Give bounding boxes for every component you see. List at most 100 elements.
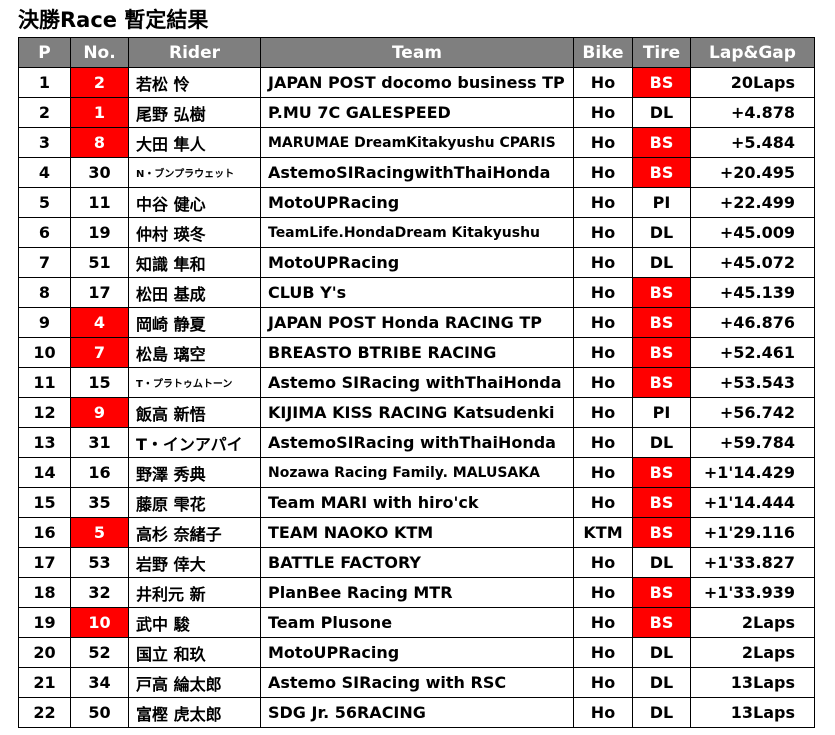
table-row: 8 17 松田 基成 CLUB Y's Ho BS +45.139: [18, 277, 815, 308]
table-row: 14 16 野澤 秀典 Nozawa Racing Family. MALUSAKA H…: [18, 457, 815, 488]
rider-cell: 富樫 虎太郎: [128, 697, 261, 728]
rider-cell: 国立 和玖: [128, 637, 261, 668]
number-cell: 53: [70, 547, 129, 578]
team-cell: TEAM NAOKO KTM: [260, 517, 574, 548]
position-cell: 22: [18, 697, 71, 728]
gap-cell: +22.499: [690, 187, 815, 218]
tire-cell: PI: [632, 397, 691, 428]
tire-cell: BS: [632, 67, 691, 98]
number-cell: 2: [70, 67, 129, 98]
rider-cell: 岩野 倖大: [128, 547, 261, 578]
tire-cell: BS: [632, 157, 691, 188]
position-cell: 7: [18, 247, 71, 278]
gap-cell: 2Laps: [690, 607, 815, 638]
position-cell: 18: [18, 577, 71, 608]
table-row: 21 34 戸高 綸太郎 Astemo SIRacing with RSC Ho DL 13…: [18, 667, 815, 698]
rider-cell: 松島 璃空: [128, 337, 261, 368]
bike-cell: Ho: [573, 487, 633, 518]
rider-cell: 武中 駿: [128, 607, 261, 638]
bike-cell: Ho: [573, 187, 633, 218]
team-cell: Astemo SIRacing with RSC: [260, 667, 574, 698]
gap-cell: +45.072: [690, 247, 815, 278]
position-cell: 2: [18, 97, 71, 128]
number-cell: 34: [70, 667, 129, 698]
team-cell: BREASTO BTRIBE RACING: [260, 337, 574, 368]
bike-cell: Ho: [573, 307, 633, 338]
table-row: 22 50 富樫 虎太郎 SDG Jr. 56RACING Ho DL 13Laps: [18, 697, 815, 728]
tire-cell: DL: [632, 427, 691, 458]
number-cell: 32: [70, 577, 129, 608]
bike-cell: Ho: [573, 97, 633, 128]
number-cell: 30: [70, 157, 129, 188]
page-title: 決勝Race 暫定結果: [18, 8, 209, 32]
tire-cell: DL: [632, 217, 691, 248]
position-cell: 6: [18, 217, 71, 248]
position-cell: 12: [18, 397, 71, 428]
table-row: 12 9 飯高 新悟 KIJIMA KISS RACING Katsudenki Ho P…: [18, 397, 815, 428]
tire-cell: BS: [632, 127, 691, 158]
team-cell: SDG Jr. 56RACING: [260, 697, 574, 728]
table-row: 1 2 若松 怜 JAPAN POST docomo business TP Ho BS 2…: [18, 67, 815, 98]
team-cell: KIJIMA KISS RACING Katsudenki: [260, 397, 574, 428]
number-cell: 11: [70, 187, 129, 218]
gap-cell: +52.461: [690, 337, 815, 368]
column-header-team: Team: [260, 37, 574, 68]
position-cell: 16: [18, 517, 71, 548]
number-cell: 4: [70, 307, 129, 338]
tire-cell: DL: [632, 667, 691, 698]
tire-cell: DL: [632, 547, 691, 578]
bike-cell: Ho: [573, 277, 633, 308]
bike-cell: Ho: [573, 157, 633, 188]
team-cell: MotoUPRacing: [260, 637, 574, 668]
rider-cell: 中谷 健心: [128, 187, 261, 218]
gap-cell: +1'14.429: [690, 457, 815, 488]
bike-cell: Ho: [573, 217, 633, 248]
results-body: 1 2 若松 怜 JAPAN POST docomo business TP Ho BS 2…: [18, 67, 815, 728]
bike-cell: Ho: [573, 67, 633, 98]
team-cell: BATTLE FACTORY: [260, 547, 574, 578]
team-cell: MARUMAE DreamKitakyushu CPARIS: [260, 127, 574, 158]
number-cell: 15: [70, 367, 129, 398]
table-row: 10 7 松島 璃空 BREASTO BTRIBE RACING Ho BS +52.461: [18, 337, 815, 368]
bike-cell: Ho: [573, 427, 633, 458]
table-row: 9 4 岡崎 静夏 JAPAN POST Honda RACING TP Ho BS +46…: [18, 307, 815, 338]
bike-cell: Ho: [573, 247, 633, 278]
team-cell: MotoUPRacing: [260, 187, 574, 218]
table-row: 16 5 高杉 奈緒子 TEAM NAOKO KTM KTM BS +1'29.116: [18, 517, 815, 548]
table-row: 6 19 仲村 瑛冬 TeamLife.HondaDream Kitakyushu Ho…: [18, 217, 815, 248]
team-cell: Nozawa Racing Family. MALUSAKA: [260, 457, 574, 488]
table-row: 11 15 T・プラトゥムトーン Astemo SIRacing withThaiHo…: [18, 367, 815, 398]
bike-cell: Ho: [573, 127, 633, 158]
bike-cell: Ho: [573, 337, 633, 368]
position-cell: 8: [18, 277, 71, 308]
bike-cell: Ho: [573, 547, 633, 578]
rider-cell: 仲村 瑛冬: [128, 217, 261, 248]
number-cell: 51: [70, 247, 129, 278]
header-row: P No. Rider Team Bike Tire Lap&Gap: [18, 37, 815, 68]
position-cell: 11: [18, 367, 71, 398]
team-cell: TeamLife.HondaDream Kitakyushu: [260, 217, 574, 248]
tire-cell: BS: [632, 577, 691, 608]
position-cell: 4: [18, 157, 71, 188]
tire-cell: DL: [632, 97, 691, 128]
position-cell: 5: [18, 187, 71, 218]
bike-cell: Ho: [573, 367, 633, 398]
rider-cell: 野澤 秀典: [128, 457, 261, 488]
number-cell: 17: [70, 277, 129, 308]
column-header-tire: Tire: [632, 37, 691, 68]
position-cell: 3: [18, 127, 71, 158]
table-row: 17 53 岩野 倖大 BATTLE FACTORY Ho DL +1'33.827: [18, 547, 815, 578]
number-cell: 16: [70, 457, 129, 488]
number-cell: 31: [70, 427, 129, 458]
bike-cell: Ho: [573, 667, 633, 698]
team-cell: Team MARI with hiro'ck: [260, 487, 574, 518]
rider-cell: 飯高 新悟: [128, 397, 261, 428]
position-cell: 17: [18, 547, 71, 578]
team-cell: JAPAN POST Honda RACING TP: [260, 307, 574, 338]
gap-cell: +1'33.827: [690, 547, 815, 578]
tire-cell: PI: [632, 187, 691, 218]
table-row: 19 10 武中 駿 Team Plusone Ho BS 2Laps: [18, 607, 815, 638]
tire-cell: DL: [632, 697, 691, 728]
number-cell: 7: [70, 337, 129, 368]
number-cell: 1: [70, 97, 129, 128]
